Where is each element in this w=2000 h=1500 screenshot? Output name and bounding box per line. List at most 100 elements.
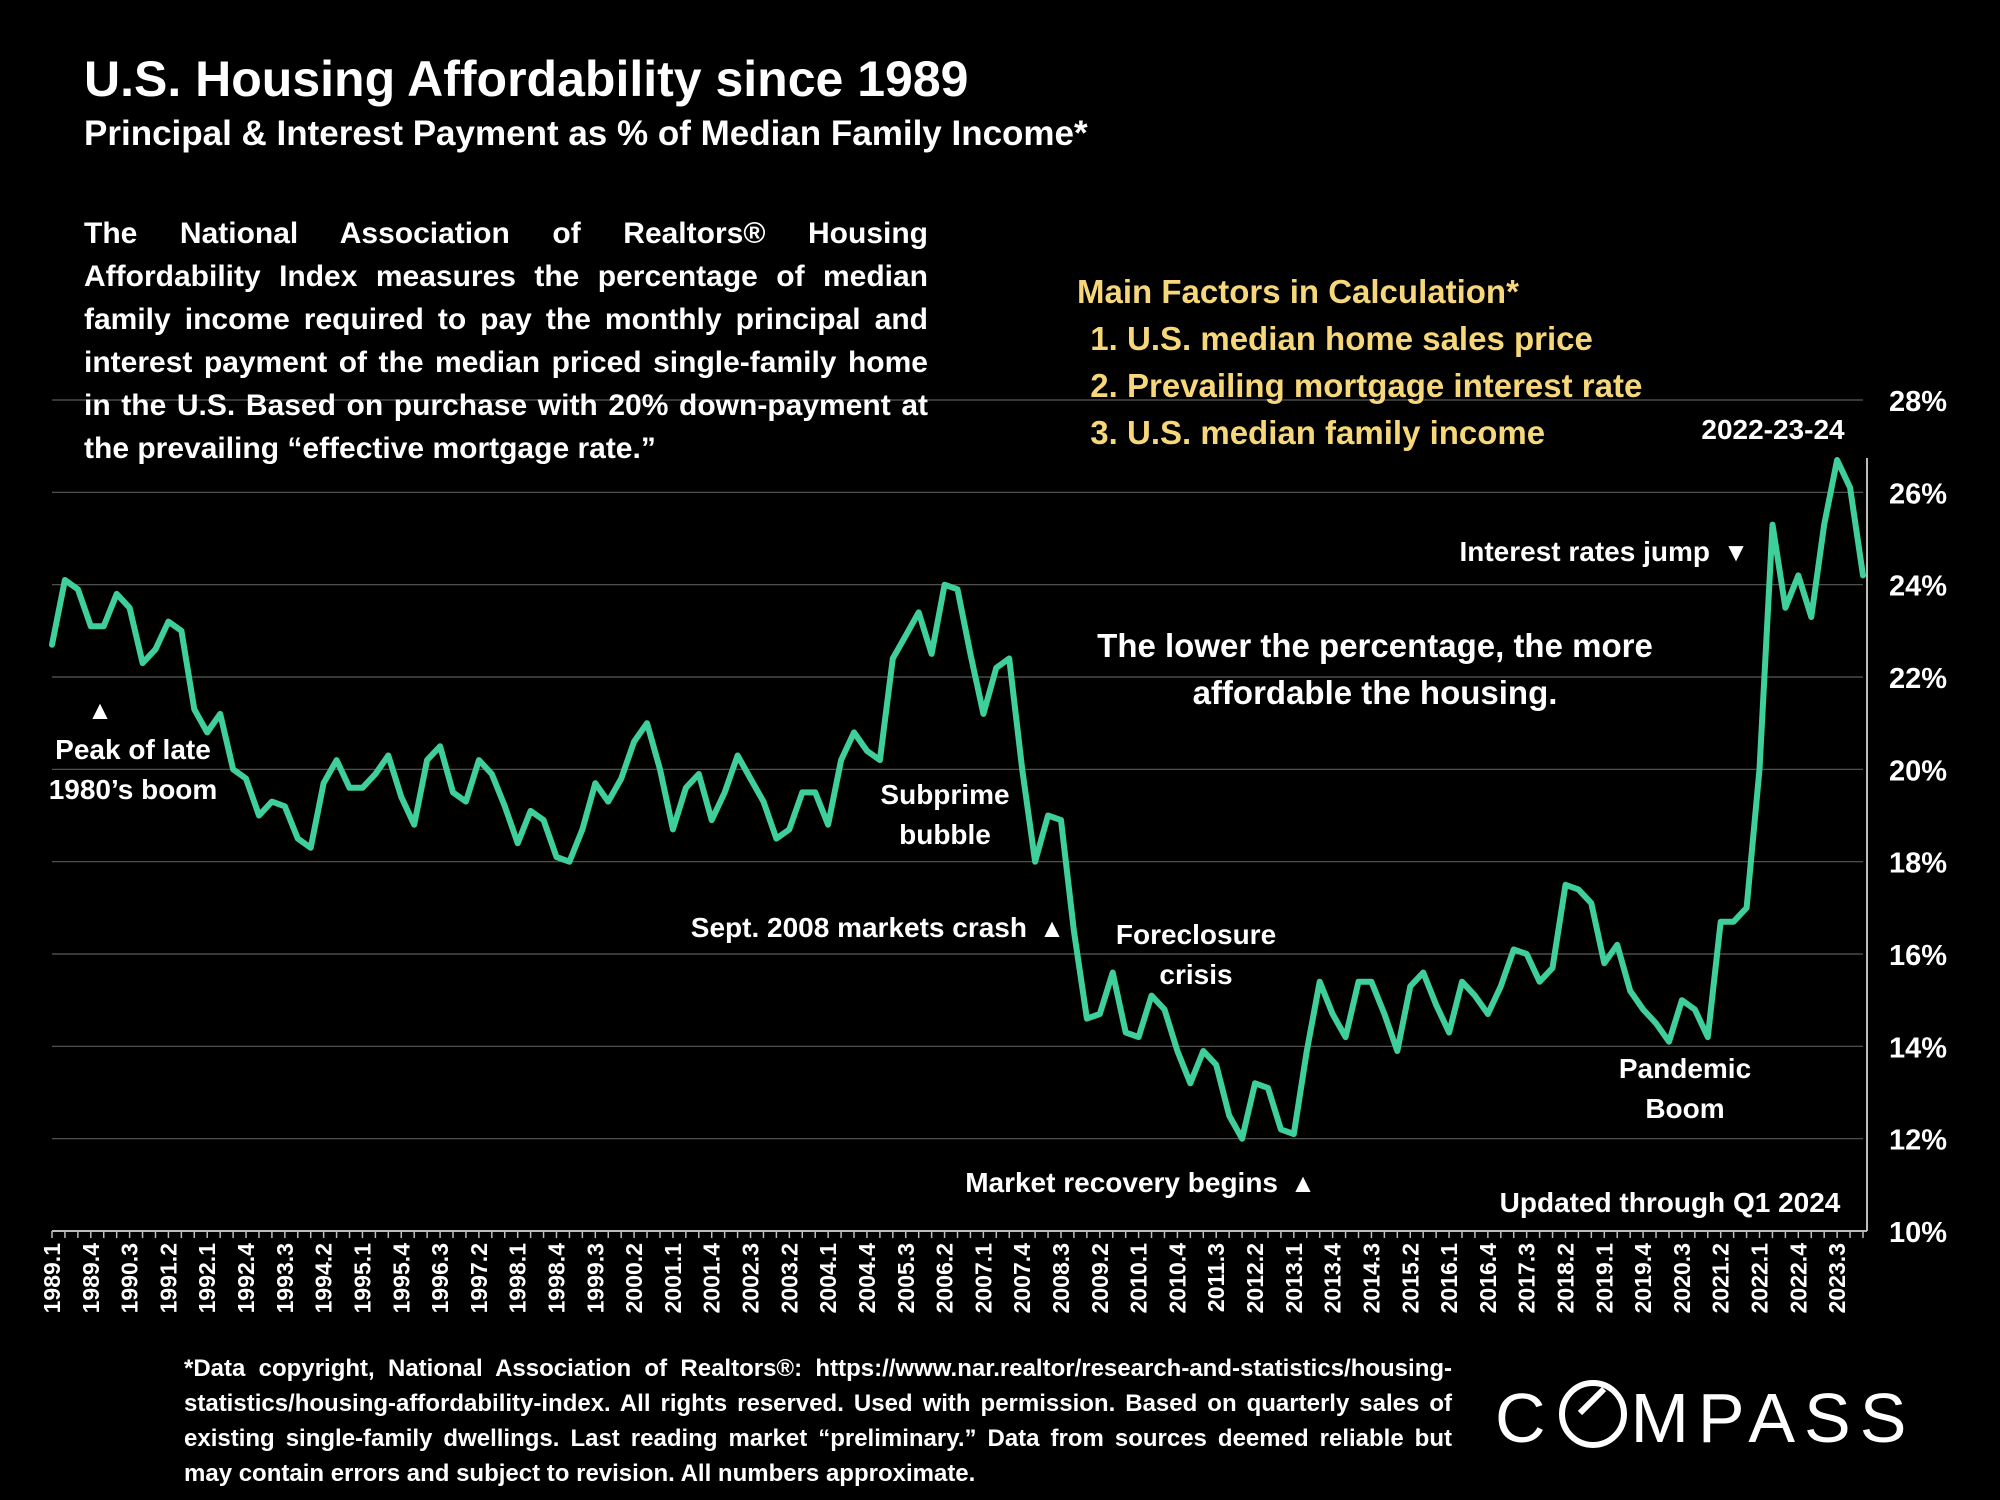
data-point — [864, 748, 870, 754]
x-tick-label: 2013.4 — [1320, 1243, 1346, 1314]
data-point — [450, 789, 456, 795]
data-point — [1330, 1011, 1336, 1017]
data-point — [786, 826, 792, 832]
factor-item: U.S. median family income — [1127, 409, 1642, 456]
data-point — [1368, 979, 1374, 985]
y-tick-labels: 10% 12% 14% 16% 18% 20% 22% 24% 26% 28% — [1889, 386, 1947, 1249]
data-point — [1356, 979, 1362, 985]
x-tick-label: 2018.2 — [1552, 1243, 1578, 1313]
data-point — [1537, 979, 1543, 985]
x-tick-label: 2019.1 — [1591, 1243, 1617, 1314]
annotation-foreclosure: crisis — [1159, 959, 1232, 990]
x-tick-label: 2007.1 — [970, 1243, 996, 1314]
data-point — [967, 651, 973, 657]
data-point — [605, 799, 611, 805]
data-point — [1744, 905, 1750, 911]
logo-text-rest: MPASS — [1630, 1379, 1916, 1457]
data-point — [243, 776, 249, 782]
x-tick-label: 2007.4 — [1009, 1243, 1035, 1314]
data-point — [877, 757, 883, 763]
data-point — [127, 605, 133, 611]
data-point — [1084, 1016, 1090, 1022]
data-point — [748, 776, 754, 782]
data-point — [1524, 951, 1530, 957]
data-point — [838, 757, 844, 763]
x-tick-labels: 1989.1 1989.4 1990.3 1991.2 1992.1 1992.4 1993… — [39, 1243, 1850, 1314]
data-point — [566, 859, 572, 865]
annotation-peak: Peak of late — [55, 734, 211, 765]
data-point — [217, 711, 223, 717]
data-point — [735, 752, 741, 758]
data-point — [1136, 1034, 1142, 1040]
data-point — [1485, 1011, 1491, 1017]
up-triangle-icon: ▲ — [87, 695, 113, 725]
x-tick-label: 1993.3 — [272, 1243, 298, 1313]
data-point — [1782, 605, 1788, 611]
annotation-subprime: bubble — [899, 819, 991, 850]
data-point — [851, 729, 857, 735]
data-point — [644, 720, 650, 726]
data-point — [1252, 1080, 1258, 1086]
x-tick-label: 2022.4 — [1785, 1243, 1811, 1314]
x-tick-label: 2010.1 — [1126, 1243, 1152, 1314]
data-point — [592, 780, 598, 786]
data-point — [1679, 997, 1685, 1003]
data-point — [553, 854, 559, 860]
data-point — [88, 623, 94, 629]
data-point — [1769, 522, 1775, 528]
data-point — [722, 789, 728, 795]
x-tick-label: 1994.2 — [311, 1243, 337, 1313]
x-tick-label: 2008.3 — [1048, 1243, 1074, 1313]
x-tick-label: 1989.1 — [39, 1243, 65, 1314]
x-tick-label: 1990.3 — [117, 1243, 143, 1313]
data-point — [1420, 969, 1426, 975]
y-tick-label: 20% — [1889, 755, 1947, 787]
data-point — [1446, 1029, 1452, 1035]
data-point — [916, 609, 922, 615]
gridlines — [52, 399, 1863, 1140]
chart-subtitle: Principal & Interest Payment as % of Med… — [84, 114, 1088, 153]
data-point — [424, 757, 430, 763]
annotation-peak: 1980’s boom — [49, 774, 218, 805]
data-point — [1860, 572, 1866, 578]
data-point — [541, 817, 547, 823]
data-point — [528, 808, 534, 814]
y-tick-label: 28% — [1889, 386, 1947, 418]
data-point — [1239, 1136, 1245, 1142]
annotation-pandemic: Boom — [1645, 1093, 1724, 1124]
data-point — [618, 776, 624, 782]
data-point — [269, 799, 275, 805]
data-point — [1381, 1011, 1387, 1017]
data-point — [1006, 656, 1012, 662]
annotations: ▲ Peak of late 1980’s boom Subprime bubble Se… — [49, 414, 1845, 1218]
data-point — [1123, 1029, 1129, 1035]
data-point — [101, 623, 107, 629]
data-point — [1161, 1006, 1167, 1012]
data-line — [49, 457, 1866, 1142]
data-point — [1213, 1062, 1219, 1068]
data-point — [140, 660, 146, 666]
data-point — [579, 826, 585, 832]
data-point — [502, 803, 508, 809]
data-point — [1627, 988, 1633, 994]
data-point — [1614, 942, 1620, 948]
data-point — [1174, 1048, 1180, 1054]
chart-title: U.S. Housing Affordability since 1989 — [84, 51, 969, 107]
data-point — [1317, 979, 1323, 985]
data-point — [191, 706, 197, 712]
axes — [51, 458, 1868, 1238]
data-footnote: *Data copyright, National Association of… — [184, 1355, 1452, 1487]
data-point — [515, 840, 521, 846]
x-tick-label: 2012.2 — [1242, 1243, 1268, 1313]
data-point — [282, 803, 288, 809]
data-point — [1653, 1020, 1659, 1026]
data-point — [1226, 1113, 1232, 1119]
x-tick-label: 2016.1 — [1436, 1243, 1462, 1314]
data-point — [696, 771, 702, 777]
x-tick-label: 2013.1 — [1281, 1243, 1307, 1314]
data-point — [1291, 1131, 1297, 1137]
data-point — [1097, 1011, 1103, 1017]
up-triangle-icon: ▲ — [1039, 913, 1065, 943]
factors-box: Main Factors in Calculation* U.S. median… — [1077, 268, 1642, 456]
